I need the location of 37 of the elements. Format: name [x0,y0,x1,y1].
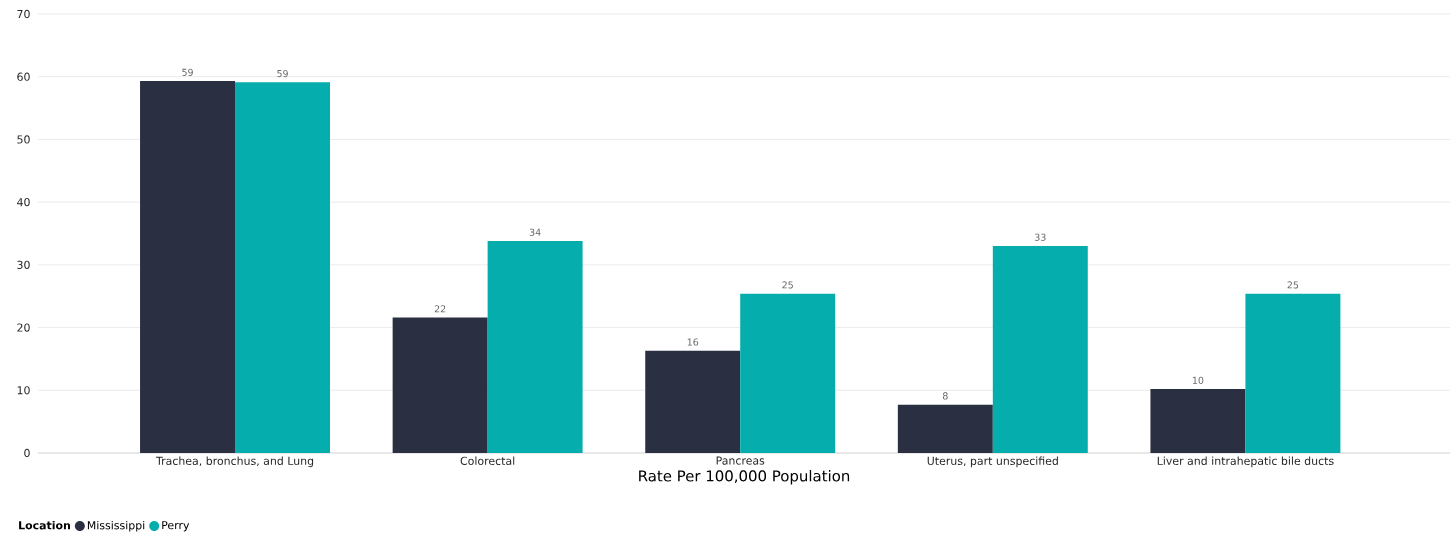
y-tick-label: 60 [17,72,30,81]
y-tick-label: 20 [17,323,30,332]
legend-title: Location [19,520,70,530]
bar [897,404,993,453]
data-label: 8 [942,392,948,400]
data-label: 25 [782,281,793,289]
bar [1245,293,1341,453]
bar [392,317,488,453]
legend-label: Mississippi [87,520,145,532]
x-axis-title: Rate Per 100,000 Population [639,469,850,485]
x-tick-label: Liver and intrahepatic bile ducts [1157,456,1334,468]
x-tick-label: Trachea, bronchus, and Lung [155,456,314,468]
y-tick-label: 0 [24,448,30,458]
y-tick-label: 30 [17,260,30,269]
x-tick-label: Pancreas [716,456,765,465]
data-label: 25 [1287,281,1299,289]
x-tick-label: Uterus, part unspecified [927,456,1058,468]
y-tick-label: 50 [17,135,30,144]
y-tick-label: 40 [17,198,30,207]
x-tick-label: Colorectal [460,456,515,465]
bar [140,81,236,453]
data-label: 33 [1035,233,1046,241]
y-tick-label: 70 [17,9,30,19]
data-label: 59 [277,69,288,78]
bar [1150,389,1246,453]
data-label: 59 [182,68,193,76]
bar [645,350,741,453]
data-label: 16 [687,338,699,346]
legend-label: Perry [162,521,190,532]
y-tick-label: 10 [17,386,30,395]
data-label: 34 [529,228,541,236]
bar [487,241,583,453]
data-label: 10 [1192,376,1204,384]
bar [740,293,836,453]
data-label: 22 [434,305,446,313]
bar [992,246,1088,453]
bar [235,82,330,453]
